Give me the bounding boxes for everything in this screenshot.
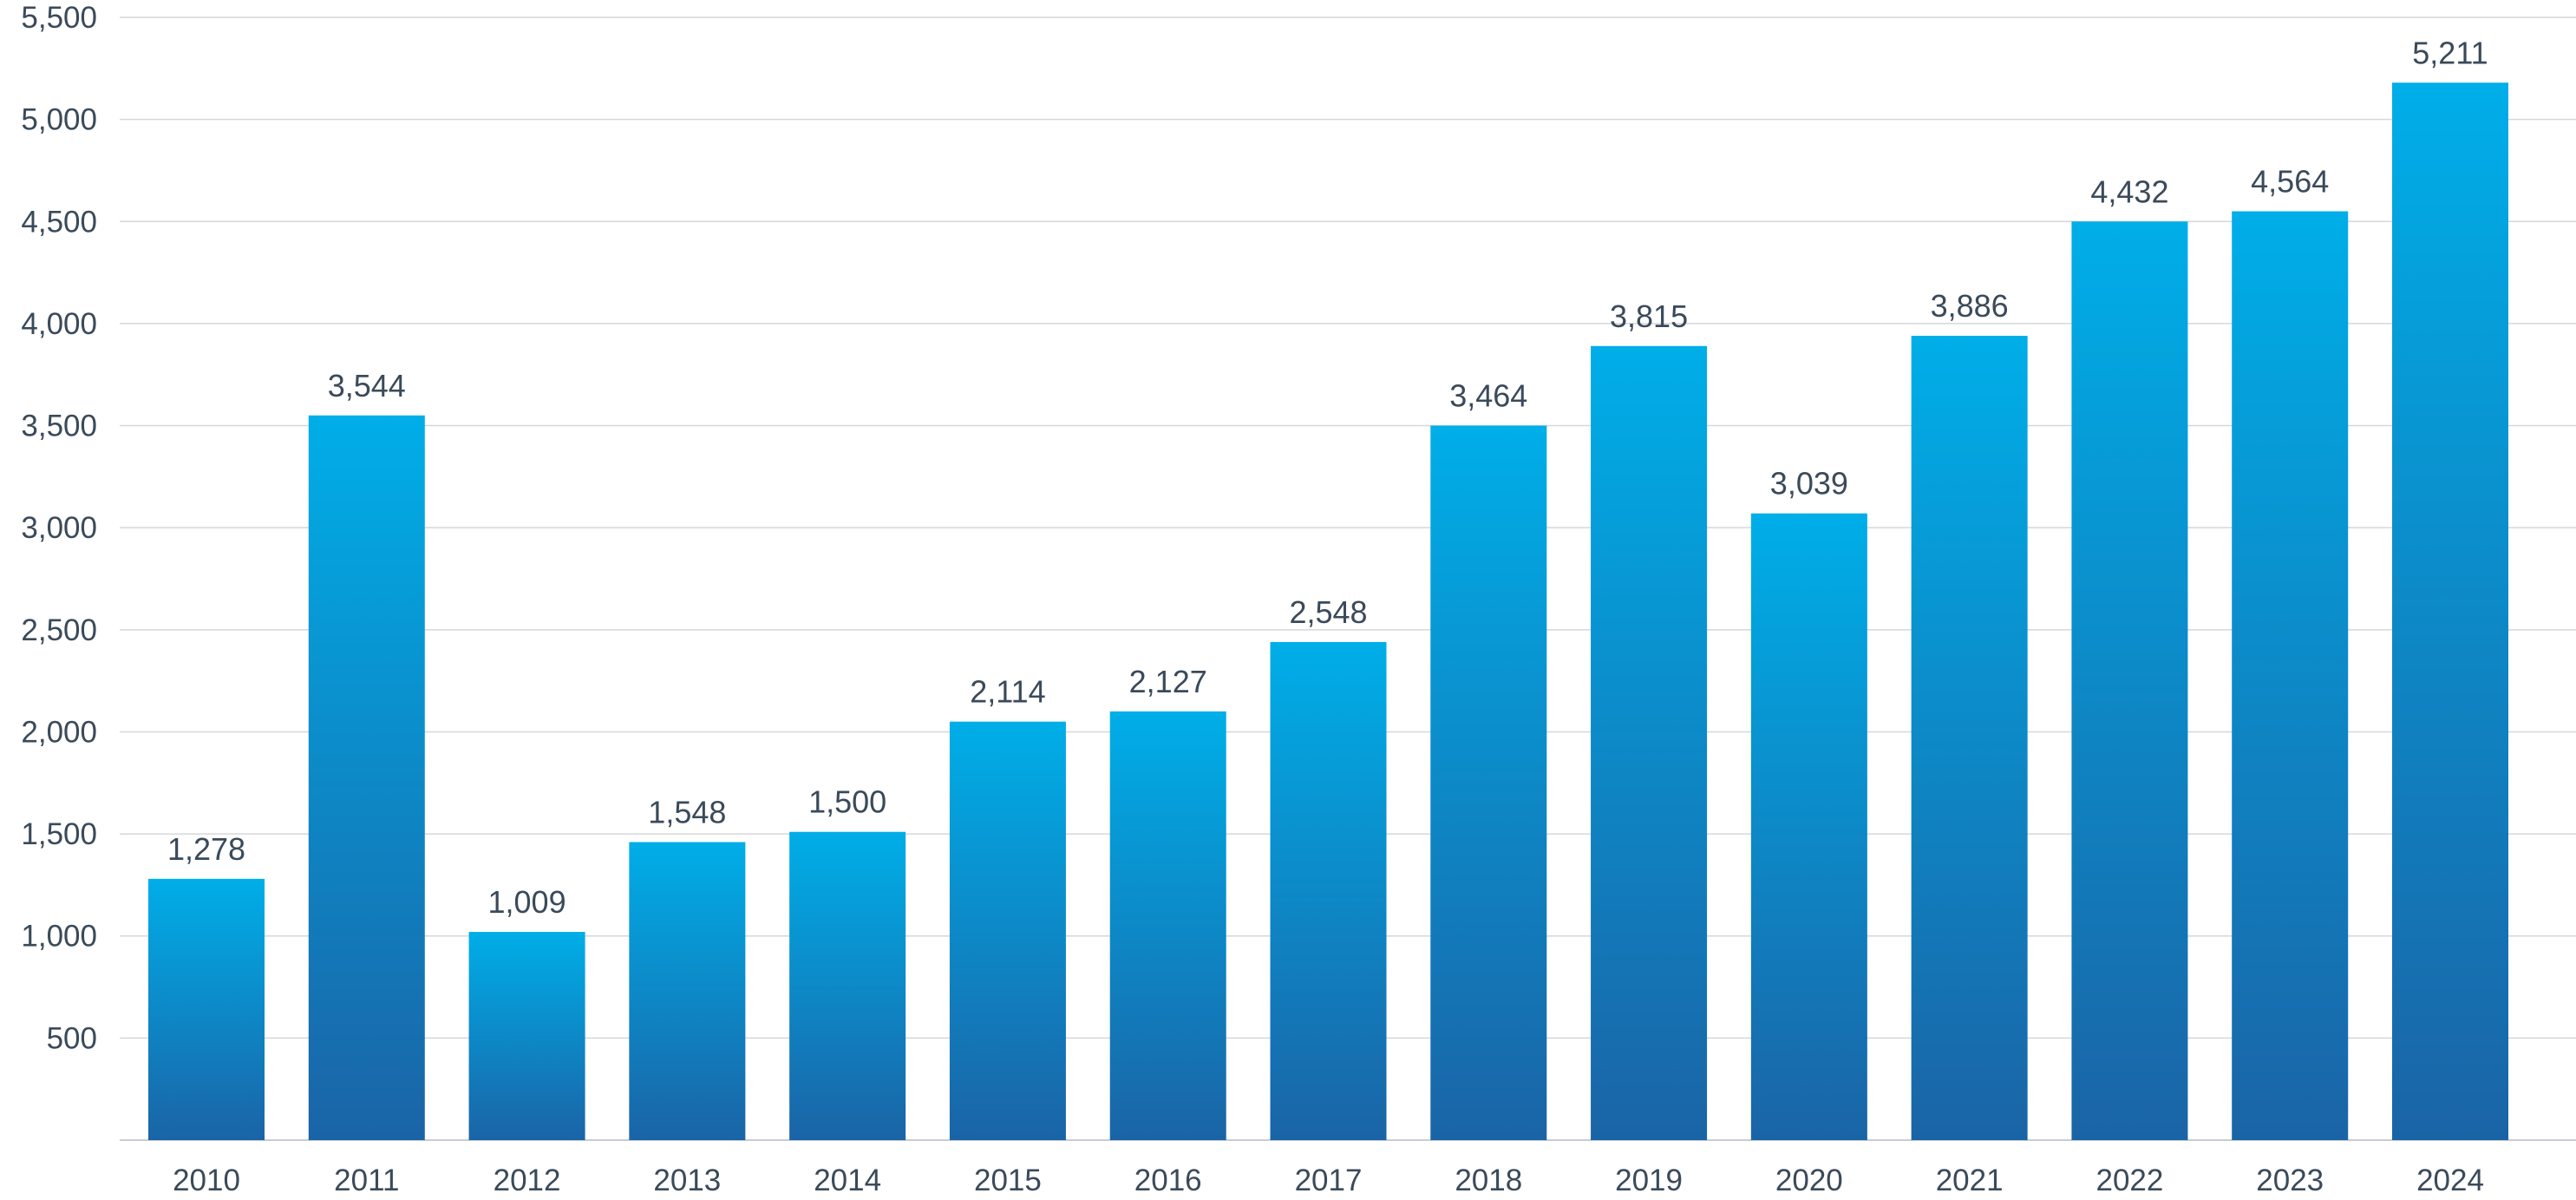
bar-2021 bbox=[1911, 336, 2028, 1140]
y-tick-label: 3,000 bbox=[21, 511, 97, 545]
bar-2019 bbox=[1591, 345, 1708, 1141]
x-tick-label-2023: 2023 bbox=[2256, 1164, 2324, 1197]
bar-2022 bbox=[2071, 221, 2188, 1141]
y-tick-label: 5,500 bbox=[21, 1, 97, 35]
y-tick-label: 2,500 bbox=[21, 613, 97, 647]
x-axis-ticks: 2010 2011 2012 2013 2014 2015 2016 2017 2018 2019… bbox=[173, 1164, 2484, 1197]
x-tick-label-2024: 2024 bbox=[2416, 1164, 2484, 1197]
data-label-2012: 1,009 bbox=[488, 884, 566, 920]
x-tick-label-2018: 2018 bbox=[1455, 1164, 1522, 1197]
y-tick-label: 4,000 bbox=[21, 307, 97, 341]
bar-2023 bbox=[2232, 211, 2349, 1141]
bars bbox=[148, 82, 2508, 1141]
data-label-2020: 3,039 bbox=[1770, 466, 1848, 502]
x-tick-label-2021: 2021 bbox=[1936, 1164, 2004, 1197]
data-label-2022: 4,432 bbox=[2090, 174, 2168, 209]
x-tick-label-2012: 2012 bbox=[494, 1164, 561, 1197]
data-label-2013: 1,548 bbox=[648, 795, 726, 830]
x-tick-label-2016: 2016 bbox=[1134, 1164, 1202, 1197]
y-tick-label: 3,500 bbox=[21, 410, 97, 443]
data-label-2011: 3,544 bbox=[328, 368, 406, 403]
data-label-2024: 5,211 bbox=[2412, 35, 2488, 70]
y-tick-label: 1,500 bbox=[21, 817, 97, 851]
bar-2014 bbox=[789, 831, 906, 1140]
data-label-2017: 2,548 bbox=[1289, 594, 1367, 630]
bar-2015 bbox=[949, 721, 1066, 1140]
bar-2018 bbox=[1430, 425, 1547, 1141]
data-labels: 1,278 3,544 1,009 1,548 1,500 2,114 2,127 2,548… bbox=[167, 35, 2488, 920]
bar-2016 bbox=[1109, 711, 1226, 1140]
y-tick-label: 2,000 bbox=[21, 715, 97, 749]
y-tick-label: 5,000 bbox=[21, 103, 97, 137]
data-label-2014: 1,500 bbox=[808, 784, 886, 820]
x-tick-label-2017: 2017 bbox=[1295, 1164, 1363, 1197]
y-tick-label: 1,000 bbox=[21, 920, 97, 954]
x-tick-label-2010: 2010 bbox=[173, 1164, 240, 1197]
x-tick-label-2019: 2019 bbox=[1615, 1164, 1683, 1197]
data-label-2023: 4,564 bbox=[2251, 164, 2329, 200]
x-tick-label-2013: 2013 bbox=[653, 1164, 721, 1197]
data-label-2016: 2,127 bbox=[1129, 664, 1207, 699]
bar-2011 bbox=[308, 415, 425, 1140]
bar-2017 bbox=[1270, 641, 1387, 1140]
x-tick-label-2020: 2020 bbox=[1775, 1164, 1843, 1197]
bar-2012 bbox=[468, 932, 585, 1140]
x-tick-label-2011: 2011 bbox=[334, 1164, 399, 1197]
bar-2020 bbox=[1750, 513, 1867, 1140]
y-tick-label: 500 bbox=[47, 1021, 97, 1055]
x-tick-label-2014: 2014 bbox=[814, 1164, 881, 1197]
data-label-2015: 2,114 bbox=[970, 674, 1045, 710]
bar-2024 bbox=[2392, 82, 2508, 1141]
x-tick-label-2022: 2022 bbox=[2095, 1164, 2163, 1197]
bar-2010 bbox=[148, 878, 265, 1140]
data-label-2018: 3,464 bbox=[1449, 378, 1527, 414]
y-axis-ticks: 500 1,000 1,500 2,000 2,500 3,000 3,500 4,000 4,… bbox=[21, 1, 97, 1055]
bar-2013 bbox=[629, 842, 746, 1140]
data-label-2019: 3,815 bbox=[1610, 298, 1688, 334]
y-tick-label: 4,500 bbox=[21, 205, 97, 239]
data-label-2010: 1,278 bbox=[167, 831, 245, 867]
data-label-2021: 3,886 bbox=[1931, 288, 2009, 324]
x-tick-label-2015: 2015 bbox=[974, 1164, 1042, 1197]
